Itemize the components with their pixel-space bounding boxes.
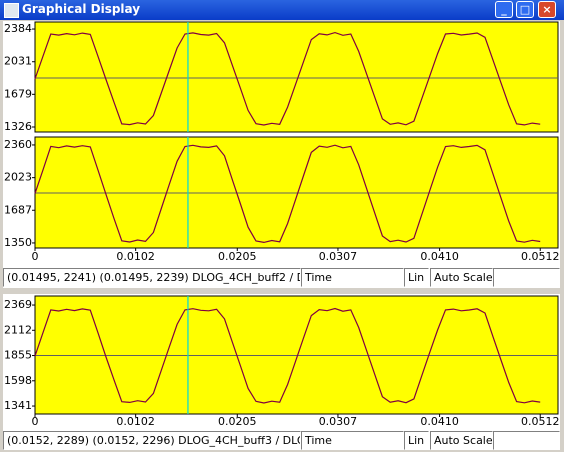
y-tick-label: 1341 [4, 399, 32, 412]
app-icon [4, 3, 19, 18]
scale-field[interactable]: Lin [404, 431, 429, 450]
x-tick-label: 0.0512 [521, 250, 560, 263]
title-bar: Graphical Display _ □ × [0, 0, 564, 20]
mode-field[interactable]: Auto Scale [430, 268, 493, 287]
readout: (0.01495, 2241) (0.01495, 2239) DLOG_4CH… [3, 268, 301, 287]
signal-line [34, 307, 541, 404]
x-tick-label: 0.0205 [218, 415, 257, 428]
close-button[interactable]: × [538, 1, 556, 18]
empty-field [493, 268, 560, 287]
signal-line [34, 31, 541, 126]
y-tick-label: 1326 [4, 120, 32, 133]
x-tick-label: 0.0307 [319, 415, 358, 428]
x-tick-label: 0.0410 [420, 250, 459, 263]
x-tick-label: 0.0205 [218, 250, 257, 263]
signal-line [34, 144, 541, 244]
x-tick-label: 0.0307 [319, 250, 358, 263]
x-tick-label: 0.0102 [116, 415, 155, 428]
y-tick-label: 2360 [4, 138, 32, 151]
y-tick-label: 2384 [4, 22, 32, 35]
empty-field [493, 431, 560, 450]
axis-field: Time [301, 268, 404, 287]
status-bar: (0.0152, 2289) (0.0152, 2296) DLOG_4CH_b… [3, 431, 560, 450]
mode-field[interactable]: Auto Scale [430, 431, 493, 450]
y-tick-label: 1687 [4, 203, 32, 216]
x-tick-label: 0 [32, 415, 39, 428]
x-tick-label: 0 [32, 250, 39, 263]
y-tick-label: 2023 [4, 171, 32, 184]
scale-field[interactable]: Lin [404, 268, 429, 287]
plot-area [34, 21, 559, 133]
axis-field: Time [301, 431, 404, 450]
y-tick-label: 1350 [4, 236, 32, 249]
y-tick-label: 2031 [4, 55, 32, 68]
x-tick-label: 0.0512 [521, 415, 560, 428]
window-title: Graphical Display [22, 2, 141, 16]
minimize-button[interactable]: _ [495, 1, 513, 18]
y-tick-label: 1598 [4, 374, 32, 387]
x-tick-label: 0.0102 [116, 250, 155, 263]
x-tick-label: 0.0410 [420, 415, 459, 428]
y-tick-label: 2369 [4, 298, 32, 311]
status-bar: (0.01495, 2241) (0.01495, 2239) DLOG_4CH… [3, 268, 560, 287]
readout: (0.0152, 2289) (0.0152, 2296) DLOG_4CH_b… [3, 431, 301, 450]
y-tick-label: 1855 [4, 349, 32, 362]
y-tick-label: 2112 [4, 323, 32, 336]
y-tick-label: 1679 [4, 87, 32, 100]
maximize-button[interactable]: □ [516, 1, 534, 18]
plot-area [34, 295, 559, 415]
